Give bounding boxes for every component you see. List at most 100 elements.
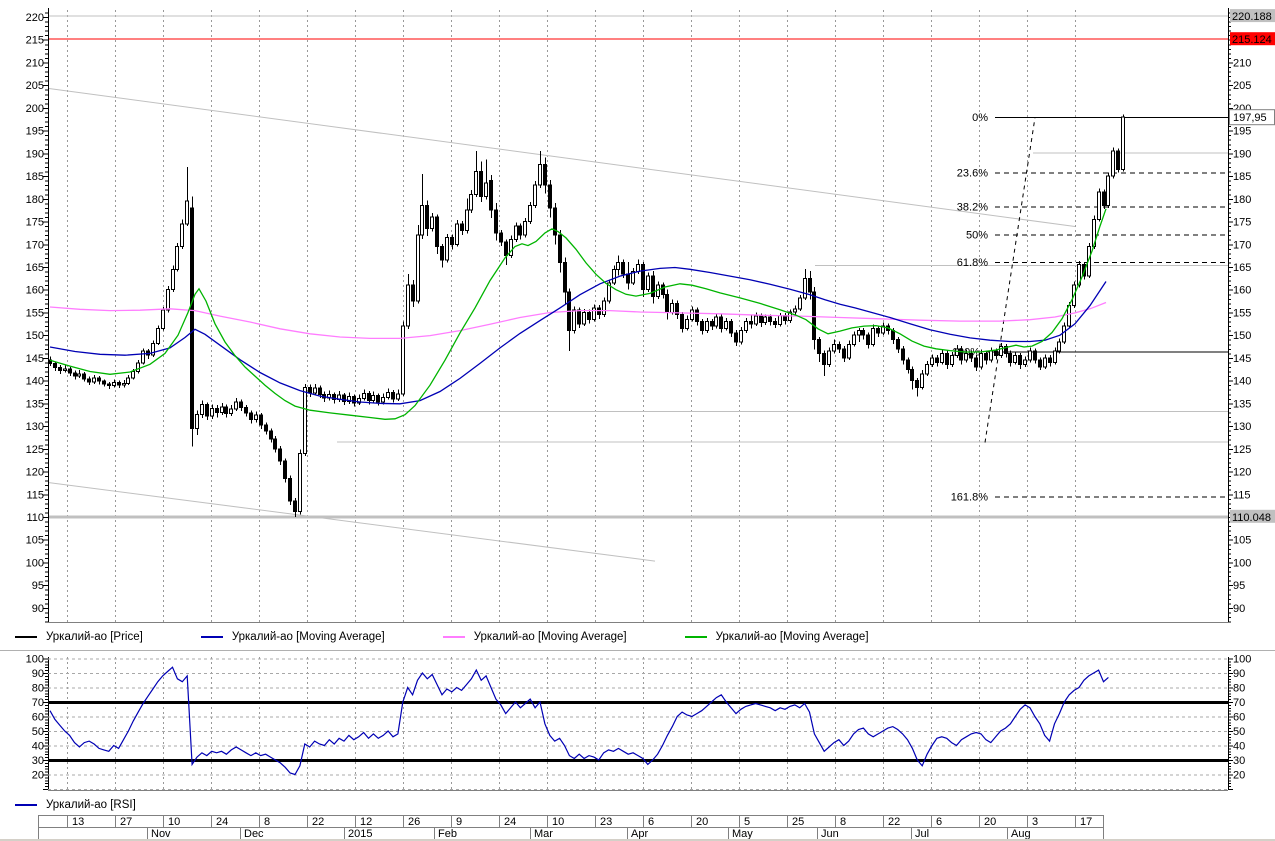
last-price-label: 197,95: [1233, 112, 1267, 124]
rsi-tick-label: 90: [32, 668, 44, 680]
month-label: Jul: [915, 828, 929, 840]
fib-level-label: 23.6%: [957, 168, 988, 180]
price-tick-label: 100: [26, 558, 44, 570]
price-tick-label: 170: [1233, 239, 1251, 251]
price-tick-label: 170: [26, 239, 44, 251]
rsi-line-swatch: [15, 804, 37, 806]
price-tick-label: 130: [26, 421, 44, 433]
price-tick-label: 115: [26, 489, 44, 501]
date-tick-label: 27: [120, 816, 132, 828]
main-legend: Уркалий-ао [Price] Уркалий-ао [Moving Av…: [15, 631, 927, 643]
price-tick-label: 160: [26, 285, 44, 297]
rsi-tick-label: 70: [32, 697, 44, 709]
rsi-tick-label: 80: [1233, 683, 1245, 695]
date-tick-label: 25: [792, 816, 804, 828]
axis-special-labels: 220.188 215.124 110.048 197,95: [1229, 9, 1275, 524]
price-tick-label: 180: [26, 194, 44, 206]
date-tick-label: 8: [264, 816, 270, 828]
price-tick-label: 210: [26, 58, 44, 70]
legend-item-label: Уркалий-ао [Price]: [46, 631, 143, 643]
price-tick-label: 190: [26, 148, 44, 160]
month-label: May: [732, 828, 753, 840]
legend-item-price[interactable]: Уркалий-ао [Price]: [15, 631, 143, 643]
price-tick-label: 95: [1233, 580, 1245, 592]
price-tick-label: 130: [1233, 421, 1251, 433]
fib-level-label: 50%: [966, 229, 988, 241]
price-tick-label: 175: [1233, 217, 1251, 229]
price-tick-label: 165: [26, 262, 44, 274]
date-tick-label: 9: [456, 816, 462, 828]
date-tick-label: 17: [1080, 816, 1092, 828]
legend-item-rsi[interactable]: Уркалий-ао [RSI]: [15, 799, 136, 811]
price-tick-label: 195: [26, 126, 44, 138]
month-label: Jun: [821, 828, 839, 840]
month-label: Nov: [151, 828, 171, 840]
rsi-legend: Уркалий-ао [RSI]: [15, 799, 194, 811]
price-tick-label: 120: [26, 467, 44, 479]
date-tick-label: 23: [600, 816, 612, 828]
month-label: 2015: [348, 828, 372, 840]
price-tick-label: 100: [1233, 558, 1251, 570]
price-tick-label: 105: [26, 535, 44, 547]
price-tick-label: 120: [1233, 467, 1251, 479]
month-label: Feb: [438, 828, 457, 840]
price-tick-label: 145: [1233, 353, 1251, 365]
ma2-line-swatch: [442, 636, 465, 638]
price-tick-label: 205: [1233, 80, 1251, 92]
price-tick-label: 115: [1233, 489, 1251, 501]
date-tick-label: 12: [360, 816, 372, 828]
price-tick-label: 155: [26, 308, 44, 320]
date-axis[interactable]: 13 27 10 24 8 22 12 26 9 24 10 23 6 20 5 25 8 22 6 20 3 17 Nov…: [38, 815, 1104, 840]
month-label: Aug: [1011, 828, 1031, 840]
date-tick-label: 20: [696, 816, 708, 828]
rsi-tick-label: 40: [1233, 741, 1245, 753]
rsi-tick-label: 100: [1233, 654, 1251, 666]
rsi-tick-label: 20: [1233, 770, 1245, 782]
date-tick-label: 10: [168, 816, 180, 828]
moving-average-line[interactable]: [49, 266, 1107, 405]
price-tick-label: 205: [26, 80, 44, 92]
rsi-tick-label: 30: [1233, 755, 1245, 767]
price-tick-label: 215: [26, 35, 44, 47]
rsi-panel[interactable]: 100 100 90 90 80 80 70 70 60 60 50 50 40 40 30 30 20 20: [26, 654, 1252, 791]
date-tick-label: 5: [744, 816, 750, 828]
rsi-tick-label: 30: [32, 755, 44, 767]
trendlines[interactable]: [47, 87, 1076, 562]
month-label: Mar: [534, 828, 553, 840]
moving-average-line[interactable]: [49, 208, 1107, 420]
date-tick-label: 26: [408, 816, 420, 828]
date-tick-label: 3: [1032, 816, 1038, 828]
price-tick-label: 180: [1233, 194, 1251, 206]
price-tick-label: 210: [1233, 58, 1251, 70]
rsi-tick-label: 60: [32, 712, 44, 724]
date-tick-label: 24: [504, 816, 516, 828]
fibonacci-retracement[interactable]: 0%23.6%38.2%50%61.8%100%161.8%: [951, 112, 1228, 503]
price-tick-label: 90: [1233, 603, 1245, 615]
date-tick-label: 6: [648, 816, 654, 828]
rsi-tick-label: 40: [32, 741, 44, 753]
price-tick-label: 125: [1233, 444, 1251, 456]
price-tick-label: 135: [1233, 398, 1251, 410]
price-tick-label: 195: [1233, 126, 1251, 138]
legend-item-ma3[interactable]: Уркалий-ао [Moving Average]: [684, 631, 869, 643]
level-price-label: 220.188: [1232, 11, 1272, 23]
rsi-line[interactable]: [49, 666, 1109, 776]
date-tick-label: 24: [216, 816, 228, 828]
legend-item-ma2[interactable]: Уркалий-ао [Moving Average]: [442, 631, 627, 643]
date-tick-label: 6: [936, 816, 942, 828]
price-tick-label: 145: [26, 353, 44, 365]
price-tick-label: 95: [32, 580, 44, 592]
legend-item-ma1[interactable]: Уркалий-ао [Moving Average]: [200, 631, 385, 643]
legend-item-label: Уркалий-ао [Moving Average]: [231, 631, 385, 643]
price-tick-label: 140: [26, 376, 44, 388]
price-tick-label: 150: [1233, 330, 1251, 342]
fib-level-label: 38.2%: [957, 202, 988, 214]
price-tick-label: 135: [26, 398, 44, 410]
fib-level-label: 0%: [972, 112, 988, 124]
ma1-line-swatch: [200, 636, 223, 638]
price-tick-label: 90: [32, 603, 44, 615]
price-axis[interactable]: 90 90 95 95 100 100 105 105 110 115 115 120 120 125 12…: [26, 8, 1252, 623]
price-tick-label: 175: [26, 217, 44, 229]
